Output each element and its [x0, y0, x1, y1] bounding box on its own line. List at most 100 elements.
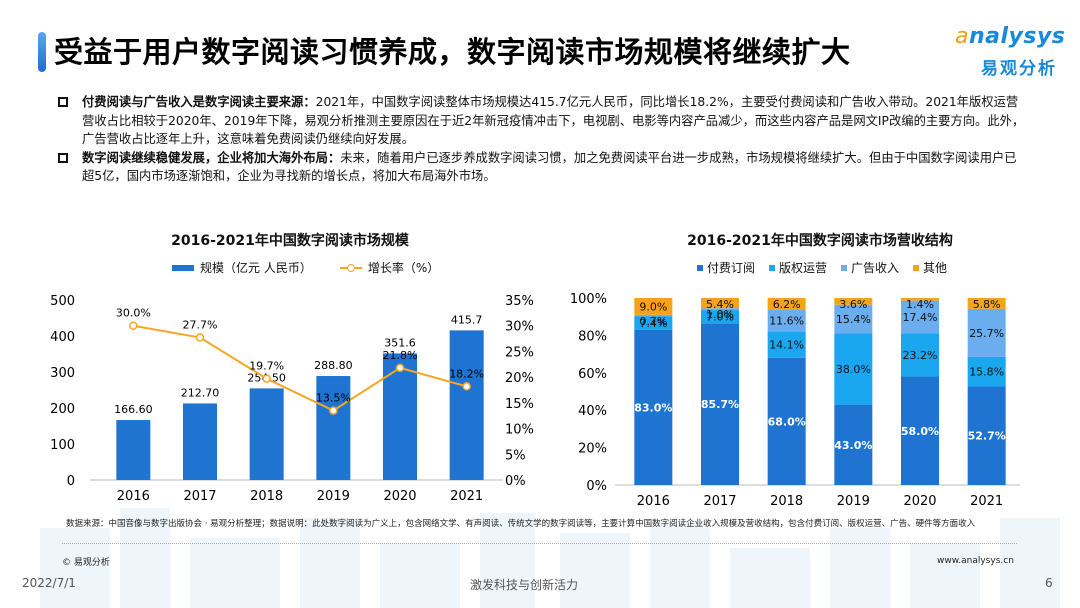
- stacked-segment: [634, 298, 673, 315]
- x-tick-label: 2018: [250, 489, 283, 504]
- x-tick-label: 2019: [837, 494, 870, 509]
- stacked-segment: [634, 314, 673, 317]
- key-findings: 付费阅读与广告收入是数字阅读主要来源：2021年，中国数字阅读整体市场规模达41…: [56, 93, 1026, 186]
- segment-value-label: 52.7%: [968, 430, 1006, 443]
- revenue-structure-chart-title: 2016-2021年中国数字阅读市场营收结构: [687, 233, 953, 249]
- x-tick-label: 2017: [703, 494, 736, 509]
- segment-value-label: 9.0%: [639, 300, 667, 313]
- stacked-segment: [767, 357, 806, 485]
- growth-rate-label: 27.7%: [183, 319, 218, 332]
- stacked-segment: [634, 329, 673, 485]
- legend-swatch: [913, 264, 920, 271]
- y-left-tick-label: 400: [50, 330, 75, 345]
- stacked-segment: [767, 309, 806, 332]
- segment-value-label: 85.7%: [701, 398, 739, 411]
- segment-value-label: 6.2%: [773, 298, 801, 311]
- finding-heading: 付费阅读与广告收入是数字阅读主要来源：: [82, 95, 316, 109]
- segment-value-label: 5.4%: [706, 298, 734, 311]
- x-tick-label: 2020: [903, 494, 936, 509]
- logo-chinese: 易观分析: [981, 59, 1057, 79]
- stacked-segment: [901, 300, 939, 334]
- finding-item: 付费阅读与广告收入是数字阅读主要来源：2021年，中国数字阅读整体市场规模达41…: [56, 93, 1026, 149]
- growth-rate-point: [262, 374, 271, 383]
- segment-value-label: 23.2%: [903, 349, 938, 362]
- growth-rate-point: [195, 333, 205, 342]
- legend-swatch: [841, 264, 848, 271]
- square-bullet-icon: [58, 97, 68, 107]
- segment-value-label: 68.0%: [768, 415, 806, 428]
- growth-rate-label: 21.8%: [383, 349, 418, 362]
- logo-english: analysys: [955, 24, 1066, 49]
- stacked-segment: [967, 308, 1006, 357]
- segment-value-label: 5.8%: [973, 298, 1001, 311]
- y-right-tick-label: 35%: [505, 294, 534, 309]
- legend-label: 付费订阅: [707, 261, 756, 275]
- x-tick-label: 2016: [637, 494, 670, 509]
- website-link[interactable]: www.analysys.cn: [937, 556, 1014, 566]
- market-size-bar: [449, 330, 484, 480]
- y-right-tick-label: 25%: [505, 345, 534, 360]
- segment-value-label: 43.0%: [834, 439, 872, 452]
- market-size-legend: 规模（亿元 人民币） 增长率（%）: [172, 259, 439, 276]
- segment-value-label: 83.0%: [634, 401, 672, 414]
- analysys-logo: analysys 易观分析: [955, 24, 1075, 84]
- growth-rate-point: [129, 321, 138, 330]
- segment-value-label: 3.6%: [839, 298, 867, 311]
- stacked-segment: [701, 310, 739, 324]
- bar-value-label: 415.7: [451, 313, 483, 326]
- segment-value-label: 15.8%: [969, 366, 1004, 379]
- y-tick-label: 0%: [586, 479, 607, 494]
- footer-date: 2022/7/1: [22, 576, 76, 590]
- legend-label: 广告收入: [851, 261, 900, 275]
- page-number: 6: [1045, 576, 1053, 590]
- legend-swatch: [697, 264, 703, 271]
- y-right-tick-label: 5%: [505, 448, 526, 463]
- footer-slogan: 激发科技与创新活力: [470, 578, 579, 592]
- stacked-segment: [901, 298, 939, 301]
- legend-label-size: 规模（亿元 人民币）: [200, 261, 312, 275]
- segment-value-label: 1.0%: [706, 308, 734, 321]
- growth-rate-label: 19.7%: [249, 360, 284, 373]
- legend-label-growth: 增长率（%）: [367, 261, 440, 275]
- y-right-tick-label: 30%: [505, 320, 534, 335]
- stacked-segment: [701, 323, 739, 485]
- stacked-segment: [901, 376, 939, 485]
- segment-value-label: 14.1%: [769, 339, 804, 352]
- growth-rate-line: [133, 324, 467, 412]
- y-right-tick-label: 20%: [505, 371, 534, 386]
- y-left-tick-label: 100: [50, 438, 75, 453]
- growth-rate-point: [329, 406, 338, 415]
- stacked-segment: [834, 304, 873, 334]
- title-accent-bar: [38, 32, 46, 72]
- market-size-bar: [116, 420, 151, 480]
- y-right-tick-label: 15%: [505, 397, 534, 412]
- segment-value-label: 7.4%: [639, 317, 667, 330]
- x-tick-label: 2016: [117, 489, 150, 504]
- finding-text: 未来，随着用户已逐步养成数字阅读习惯，加之免费阅读平台进一步成熟，市场规模将继续…: [82, 150, 1017, 184]
- bar-value-label: 166.60: [114, 403, 153, 416]
- stacked-segment: [967, 386, 1006, 485]
- revenue-structure-chart: 0% 20% 40% 60% 80% 100% 83.0% 7.4%0.7% 9.0% 2016 8…: [570, 292, 1020, 509]
- stacked-segment: [834, 298, 873, 305]
- y-right-tick-label: 10%: [505, 423, 534, 438]
- y-tick-label: 80%: [578, 329, 607, 344]
- stacked-segment: [834, 333, 873, 405]
- square-bullet-icon: [58, 152, 68, 163]
- bar-legend-swatch: [172, 264, 194, 271]
- x-tick-label: 2021: [970, 494, 1003, 509]
- segment-value-label: 25.7%: [969, 327, 1004, 340]
- stacked-segment: [834, 404, 873, 485]
- revenue-structure-legend: 付费订阅 版权运营 广告收入 其他: [697, 259, 947, 276]
- finding-item: 数字阅读继续稳健发展，企业将加大海外布局：未来，随着用户已逐步养成数字阅读习惯，…: [56, 149, 1026, 186]
- segment-value-label: 1.4%: [906, 298, 934, 311]
- finding-text: 2021年，中国数字阅读整体市场规模达415.7亿元人民币，同比增长18.2%，…: [82, 95, 1025, 146]
- copyright: © 易观分析: [62, 558, 110, 568]
- data-source-note: 数据来源：中国音像与数字出版协会 · 易观分析整理；数据说明：此处数字阅读为广义…: [66, 519, 976, 529]
- stacked-segment: [701, 308, 739, 311]
- segment-value-label: 7.0%: [706, 311, 734, 324]
- segment-value-label: 58.0%: [901, 425, 939, 438]
- line-legend-swatch: [339, 263, 362, 272]
- market-size-chart-title: 2016-2021年中国数字阅读市场规模: [171, 233, 409, 249]
- x-tick-label: 2017: [183, 489, 216, 504]
- growth-rate-label: 13.5%: [316, 392, 351, 405]
